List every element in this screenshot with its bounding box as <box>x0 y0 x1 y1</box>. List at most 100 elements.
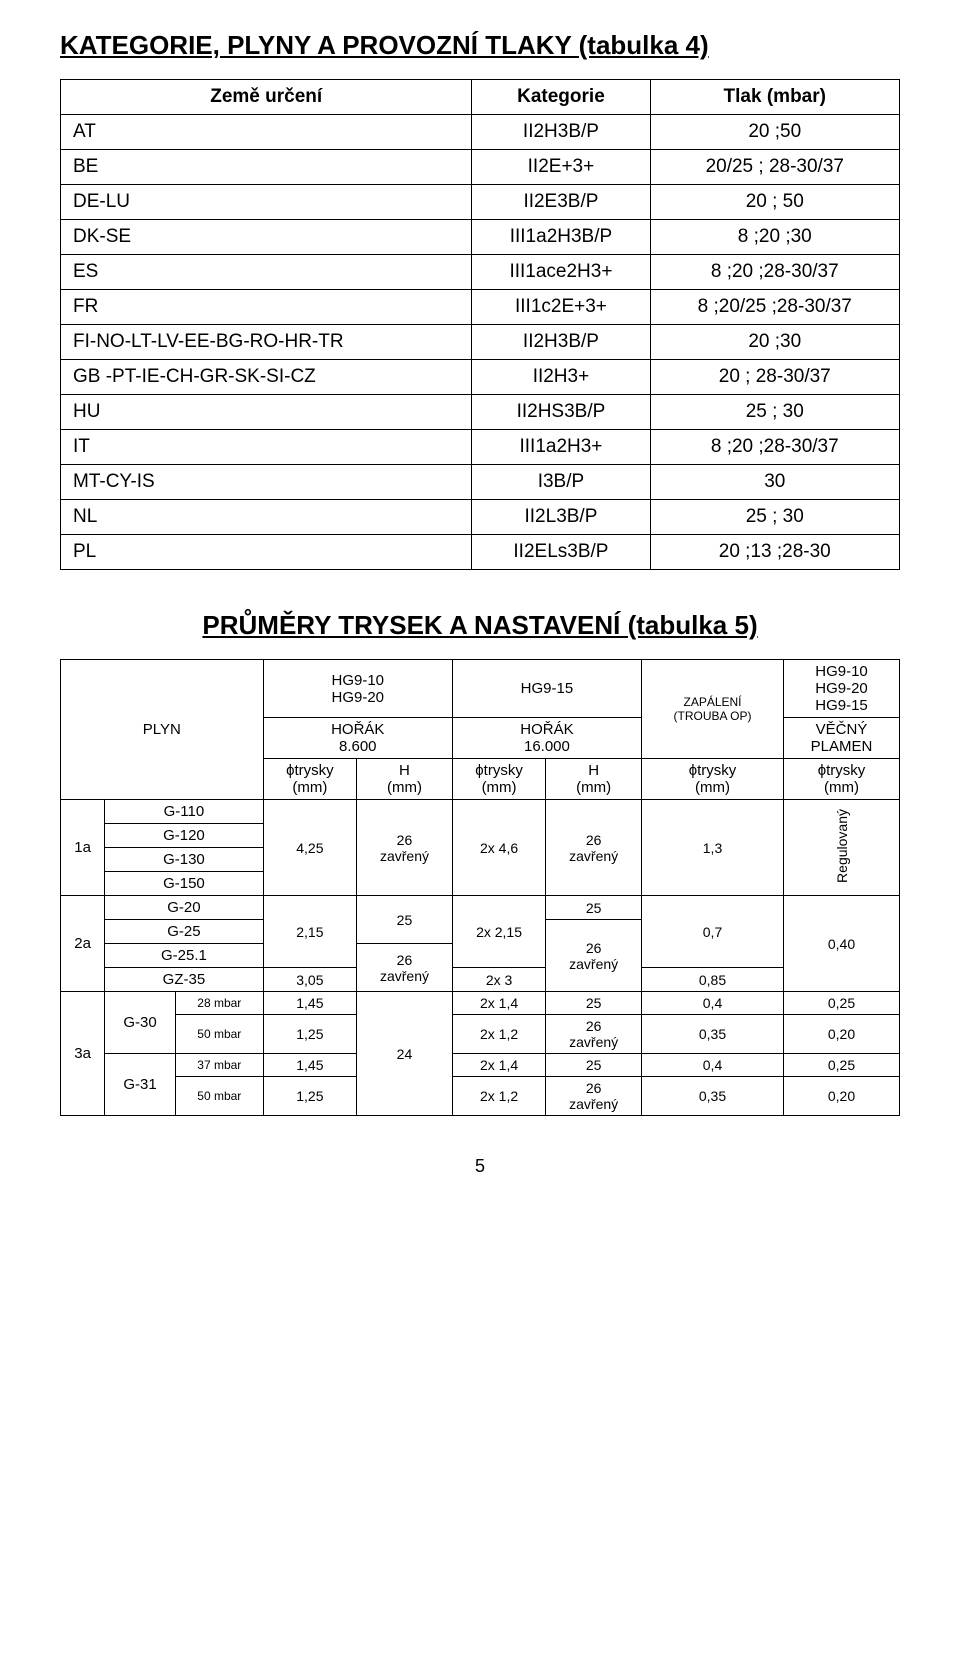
t5-hg2: HG9-15 <box>452 660 641 718</box>
table-row: PLII2ELs3B/P20 ;13 ;28-30 <box>61 535 900 570</box>
horak-n: 8.600 <box>339 738 377 755</box>
v-z26-1: 26 zavřený <box>357 800 453 896</box>
t4-title: KATEGORIE, PLYNY A PROVOZNÍ TLAKY (tabul… <box>60 30 900 61</box>
g30: G-30 <box>105 992 176 1054</box>
t4-header-row: Země určení Kategorie Tlak (mbar) <box>61 80 900 115</box>
t4-c: FI-NO-LT-LV-EE-BG-RO-HR-TR <box>61 325 472 360</box>
t5-horak1: HOŘÁK8.600 <box>263 718 452 759</box>
t4-t: 20 ; 28-30/37 <box>650 360 899 395</box>
zap-l2: (TROUBA OP) <box>674 709 752 723</box>
mbar28: 28 mbar <box>175 992 263 1015</box>
table-row: DE-LUII2E3B/P20 ; 50 <box>61 185 900 220</box>
t5-zap: ZAPÁLENÍ(TROUBA OP) <box>642 660 784 759</box>
H-a: H <box>399 762 410 779</box>
table-row: 50 mbar 1,25 2x 1,2 26 zavřený 0,35 0,20 <box>61 1077 900 1116</box>
g130: G-130 <box>105 848 264 872</box>
v-305: 3,05 <box>263 968 356 992</box>
g110: G-110 <box>105 800 264 824</box>
mbar50-1: 50 mbar <box>175 1015 263 1054</box>
table-5: PLYN HG9-10 HG9-20 HG9-15 ZAPÁLENÍ(TROUB… <box>60 659 900 1116</box>
table-row: 2a G-20 2,15 25 2x 2,15 25 0,7 0,40 <box>61 896 900 920</box>
v-025-1: 0,25 <box>784 992 900 1015</box>
g31: G-31 <box>105 1054 176 1116</box>
t5-H2: H(mm) <box>546 759 642 800</box>
mm-a: (mm) <box>292 779 327 796</box>
t5-hg3: HG9-10 HG9-20 HG9-15 <box>784 660 900 718</box>
v-x14-2: 2x 1,4 <box>452 1054 545 1077</box>
v-035-2: 0,35 <box>642 1077 784 1116</box>
t5-phitr-4: ϕtrysky(mm) <box>784 759 900 800</box>
t4-k: II2ELs3B/P <box>472 535 650 570</box>
t4-t: 8 ;20 ;28-30/37 <box>650 430 899 465</box>
table-row: ATII2H3B/P20 ;50 <box>61 115 900 150</box>
v-h25: 25 <box>357 896 453 944</box>
table-row: DK-SEIII1a2H3B/P8 ;20 ;30 <box>61 220 900 255</box>
t4-t: 20 ;30 <box>650 325 899 360</box>
phitr-a: ϕtrysky <box>286 762 334 779</box>
t4-c: NL <box>61 500 472 535</box>
reg-label: Regulovaný <box>834 809 850 883</box>
phitr-b: ϕtrysky <box>475 762 523 779</box>
t5-phitr-1: ϕtrysky(mm) <box>263 759 356 800</box>
t5-H1: H(mm) <box>357 759 453 800</box>
v-z26-5: 26 zavřený <box>546 1015 642 1054</box>
v-25a: 25 <box>546 896 642 920</box>
table-row: GZ-35 3,05 2x 3 0,85 <box>61 968 900 992</box>
t4-c: PL <box>61 535 472 570</box>
v-425: 4,25 <box>263 800 356 896</box>
t4-c: FR <box>61 290 472 325</box>
t4-t: 25 ; 30 <box>650 395 899 430</box>
t5-title: PRŮMĚRY TRYSEK A NASTAVENÍ (tabulka 5) <box>60 610 900 641</box>
vecny-l: VĚČNÝ <box>816 721 868 738</box>
phitr-d: ϕtrysky <box>818 762 866 779</box>
t5-hg1: HG9-10 HG9-20 <box>263 660 452 718</box>
t4-k: II2HS3B/P <box>472 395 650 430</box>
table-row: BEII2E+3+20/25 ; 28-30/37 <box>61 150 900 185</box>
g25: G-25 <box>105 920 264 944</box>
t4-c: GB -PT-IE-CH-GR-SK-SI-CZ <box>61 360 472 395</box>
v-040: 0,40 <box>784 896 900 992</box>
t4-t: 8 ;20 ;28-30/37 <box>650 255 899 290</box>
table-row: GB -PT-IE-CH-GR-SK-SI-CZII2H3+20 ; 28-30… <box>61 360 900 395</box>
v-x215: 2x 2,15 <box>452 896 545 968</box>
v-z26-3: 26 zavřený <box>546 920 642 992</box>
t4-t: 8 ;20 ;30 <box>650 220 899 255</box>
table-row: HUII2HS3B/P25 ; 30 <box>61 395 900 430</box>
v-145-1: 1,45 <box>263 992 356 1015</box>
t4-c: MT-CY-IS <box>61 465 472 500</box>
horak-l: HOŘÁK <box>331 721 384 738</box>
t5-header-row-1: PLYN HG9-10 HG9-20 HG9-15 ZAPÁLENÍ(TROUB… <box>61 660 900 718</box>
v-13: 1,3 <box>642 800 784 896</box>
v-reg: Regulovaný <box>784 800 900 896</box>
table-row: 1a G-110 4,25 26 zavřený 2x 4,6 26 zavře… <box>61 800 900 824</box>
phitr-c: ϕtrysky <box>689 762 737 779</box>
t4-k: II2E+3+ <box>472 150 650 185</box>
v-035-1: 0,35 <box>642 1015 784 1054</box>
zap-l1: ZAPÁLENÍ <box>683 695 741 709</box>
v-025-2: 0,25 <box>784 1054 900 1077</box>
page-number: 5 <box>60 1156 900 1177</box>
t4-c: DE-LU <box>61 185 472 220</box>
g150: G-150 <box>105 872 264 896</box>
t4-c: ES <box>61 255 472 290</box>
v-x46: 2x 4,6 <box>452 800 545 896</box>
grp-1a: 1a <box>61 800 105 896</box>
t5-phitr-3: ϕtrysky(mm) <box>642 759 784 800</box>
mbar37: 37 mbar <box>175 1054 263 1077</box>
mm-e: (mm) <box>695 779 730 796</box>
plamen-l: PLAMEN <box>811 738 873 755</box>
t4-c: HU <box>61 395 472 430</box>
v-x3: 2x 3 <box>452 968 545 992</box>
t4-c: DK-SE <box>61 220 472 255</box>
t4-t: 20 ;50 <box>650 115 899 150</box>
t4-t: 20/25 ; 28-30/37 <box>650 150 899 185</box>
horak-l2: HOŘÁK <box>520 721 573 738</box>
t4-k: III1c2E+3+ <box>472 290 650 325</box>
v-25b: 25 <box>546 992 642 1015</box>
t4-h-press: Tlak (mbar) <box>650 80 899 115</box>
horak-n2: 16.000 <box>524 738 570 755</box>
t4-k: II2H3B/P <box>472 325 650 360</box>
grp-2a: 2a <box>61 896 105 992</box>
t4-h-country: Země určení <box>61 80 472 115</box>
t4-k: II2E3B/P <box>472 185 650 220</box>
